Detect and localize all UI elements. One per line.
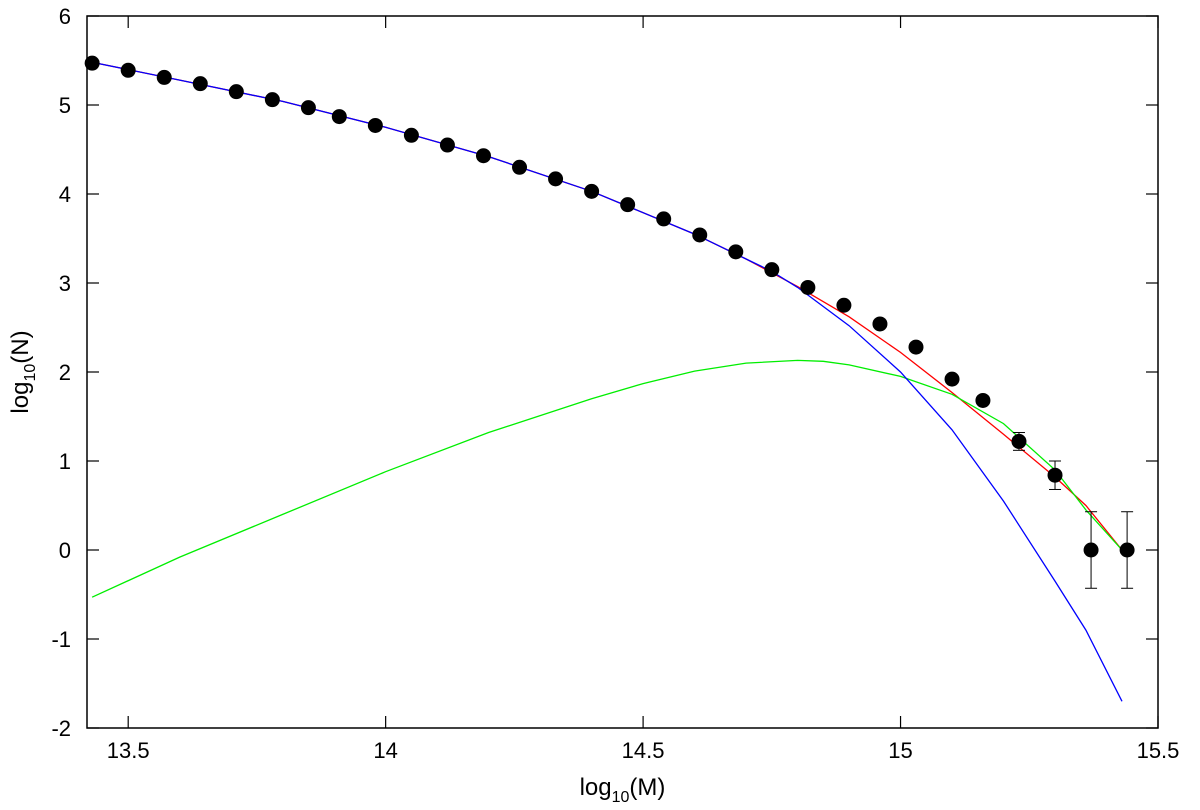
x-axis-label-subscript: 10 xyxy=(612,789,630,806)
y-axis-label-suffix: (N) xyxy=(7,330,34,363)
axis-ticks: 13.5 14 14.5 15 15.5 -2 -1 0 1 2 3 4 5 6 xyxy=(51,4,1179,763)
y-tick-label-7: 5 xyxy=(59,93,71,118)
y-axis-label-subscript: 10 xyxy=(22,364,39,382)
y-axis-label: log10(N) xyxy=(7,330,39,413)
data-point-2 xyxy=(156,69,172,85)
data-point-28 xyxy=(1083,542,1099,558)
data-point-17 xyxy=(692,227,708,243)
error-bars xyxy=(1012,432,1134,589)
x-tick-label-2: 14.5 xyxy=(622,738,665,763)
series-line-0 xyxy=(91,61,1123,551)
data-point-21 xyxy=(836,297,852,313)
series-line-1 xyxy=(91,359,1123,598)
data-point-8 xyxy=(367,117,383,133)
y-tick-label-8: 6 xyxy=(59,4,71,29)
data-point-5 xyxy=(264,92,280,108)
y-tick-label-6: 4 xyxy=(59,182,71,207)
y-axis-label-prefix: log xyxy=(7,382,34,414)
data-point-25 xyxy=(975,392,991,408)
x-axis-label-prefix: log xyxy=(580,774,612,801)
x-axis-label-suffix: (M) xyxy=(629,774,665,801)
data-point-13 xyxy=(548,171,564,187)
data-point-12 xyxy=(512,159,528,175)
data-point-22 xyxy=(872,316,888,332)
data-point-24 xyxy=(944,371,960,387)
data-point-11 xyxy=(475,148,491,164)
y-tick-label-2: 0 xyxy=(59,538,71,563)
data-point-1 xyxy=(120,62,136,78)
data-point-29 xyxy=(1119,542,1135,558)
data-point-6 xyxy=(300,100,316,116)
x-tick-label-3: 15 xyxy=(888,738,912,763)
data-point-3 xyxy=(192,76,208,92)
model-curves xyxy=(91,61,1123,702)
x-tick-label-0: 13.5 xyxy=(107,738,150,763)
x-axis-label: log10(M) xyxy=(580,774,666,806)
plot-frame xyxy=(86,15,1159,729)
data-point-10 xyxy=(439,137,455,153)
data-point-14 xyxy=(584,183,600,199)
data-points xyxy=(84,55,1135,558)
data-point-18 xyxy=(728,244,744,260)
x-tick-label-4: 15.5 xyxy=(1137,738,1180,763)
y-tick-label-5: 3 xyxy=(59,271,71,296)
y-tick-label-4: 2 xyxy=(59,360,71,385)
y-tick-label-3: 1 xyxy=(59,449,71,474)
data-point-15 xyxy=(620,197,636,213)
data-point-19 xyxy=(764,262,780,278)
y-tick-label-0: -2 xyxy=(51,716,71,741)
data-point-16 xyxy=(656,211,672,227)
data-point-23 xyxy=(908,339,924,355)
data-point-20 xyxy=(800,279,816,295)
data-point-4 xyxy=(228,84,244,100)
y-tick-label-1: -1 xyxy=(51,627,71,652)
data-point-27 xyxy=(1047,467,1063,483)
data-point-9 xyxy=(403,127,419,143)
series-line-2 xyxy=(91,61,1123,702)
data-point-0 xyxy=(84,55,100,71)
data-point-7 xyxy=(331,109,347,125)
data-point-26 xyxy=(1011,433,1027,449)
x-tick-label-1: 14 xyxy=(373,738,397,763)
